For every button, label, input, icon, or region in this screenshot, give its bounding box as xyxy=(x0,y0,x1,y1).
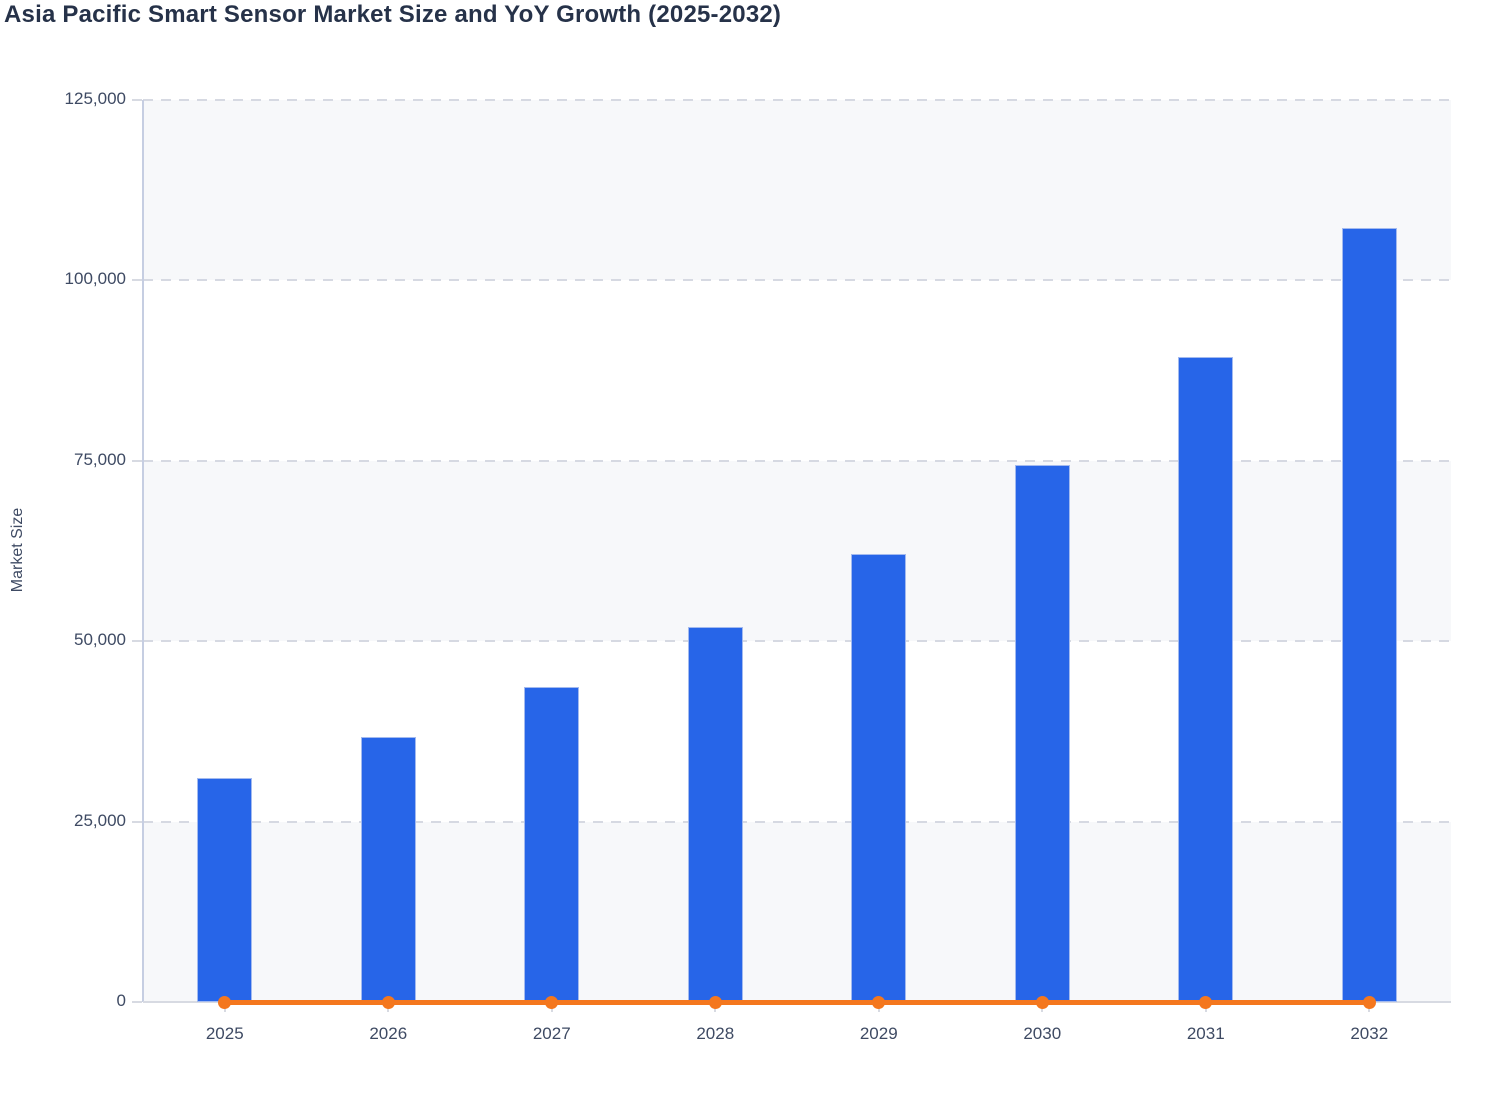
bar-2030[interactable] xyxy=(1014,464,1070,1002)
y-tick-label: 75,000 xyxy=(74,449,126,469)
y-axis-title: Market Size xyxy=(9,507,26,593)
y-axis-line xyxy=(142,100,144,1002)
y-axis-tick xyxy=(132,1001,142,1003)
y-tick-label: 25,000 xyxy=(74,810,126,830)
plot-area: 0 25,000 50,000 75,000 100,000 125,000 2025 202… xyxy=(65,89,1451,1043)
bar-2025[interactable] xyxy=(197,777,253,1002)
yoy-point-2032[interactable] xyxy=(1362,995,1376,1009)
y-tick-label: 0 xyxy=(116,991,126,1010)
plot-band xyxy=(143,641,1451,822)
y-tick-label: 50,000 xyxy=(74,630,126,650)
yoy-point-2028[interactable] xyxy=(708,995,722,1009)
y-axis-tick xyxy=(132,640,142,643)
x-tick-label: 2027 xyxy=(532,1024,571,1043)
bar-2032[interactable] xyxy=(1341,227,1397,1002)
bar-2029[interactable] xyxy=(851,553,907,1002)
y-tick-label: 125,000 xyxy=(64,89,126,108)
bar-2026[interactable] xyxy=(360,736,416,1002)
y-axis-tick xyxy=(132,459,142,462)
yoy-point-2031[interactable] xyxy=(1199,995,1213,1009)
gridline xyxy=(143,820,1451,823)
y-axis-tick xyxy=(132,99,142,101)
yoy-point-2027[interactable] xyxy=(545,995,559,1009)
y-tick-label: 100,000 xyxy=(64,269,126,289)
plot-band xyxy=(143,821,1451,1002)
bar-2028[interactable] xyxy=(687,626,743,1002)
x-tick-label: 2025 xyxy=(205,1024,244,1043)
y-axis-tick xyxy=(132,279,142,282)
gridline xyxy=(143,459,1451,462)
x-tick-label: 2030 xyxy=(1023,1024,1062,1043)
yoy-point-2029[interactable] xyxy=(872,995,886,1009)
x-tick-label: 2031 xyxy=(1186,1024,1225,1043)
x-tick-label: 2026 xyxy=(369,1024,408,1043)
plot-band xyxy=(143,460,1451,642)
bar-2031[interactable] xyxy=(1178,356,1234,1002)
bar-2027[interactable] xyxy=(524,686,580,1002)
x-tick-label: 2028 xyxy=(696,1024,735,1043)
plot-band xyxy=(143,280,1451,461)
yoy-point-2026[interactable] xyxy=(381,995,395,1009)
gridline xyxy=(143,640,1451,643)
yoy-point-2025[interactable] xyxy=(218,995,232,1009)
chart-title: Asia Pacific Smart Sensor Market Size an… xyxy=(4,1,782,28)
yoy-point-2030[interactable] xyxy=(1035,995,1049,1009)
yoy-growth-line[interactable] xyxy=(224,999,1370,1005)
x-tick-label: 2032 xyxy=(1350,1024,1389,1043)
x-tick-label: 2029 xyxy=(859,1024,898,1043)
plot-band xyxy=(143,100,1451,281)
y-axis-tick xyxy=(132,820,142,823)
gridline xyxy=(143,279,1451,282)
gridline xyxy=(143,99,1451,101)
